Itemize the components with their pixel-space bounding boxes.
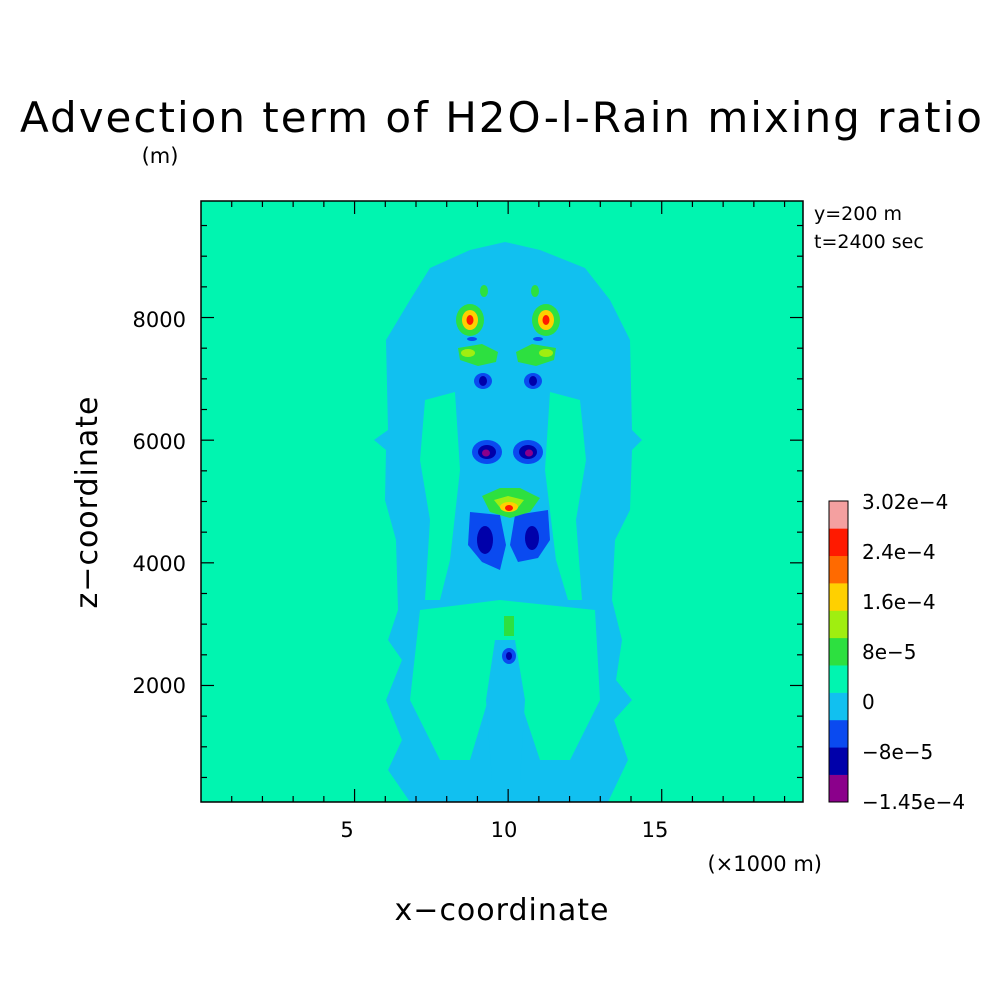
y-axis-label: z−coordinate	[70, 396, 105, 609]
x-tick-label-5: 5	[340, 818, 353, 842]
x-tick-label-15: 15	[642, 818, 669, 842]
colorbar-swatch	[829, 610, 848, 639]
x-axis-unit: (×1000 m)	[707, 852, 822, 876]
colorbar-label: −1.45e−4	[862, 790, 965, 814]
info-y-position: y=200 m	[814, 203, 902, 225]
colorbar-frame	[828, 500, 849, 803]
x-tick-label-10: 10	[491, 818, 518, 842]
contour-region-peak-upper-left	[466, 315, 474, 325]
colorbar-swatch	[829, 501, 848, 529]
contour-region-negative-small-left-core	[479, 376, 487, 386]
contour-region-small-top-left	[480, 285, 488, 297]
info-time: t=2400 sec	[814, 231, 924, 253]
colorbar-label: 2.4e−4	[862, 540, 936, 564]
contour-region-negative-small-right-core	[529, 376, 537, 386]
y-tick-label-6000: 6000	[133, 430, 186, 454]
colorbar-label: 1.6e−4	[862, 590, 936, 614]
contour-region-small-top-right	[531, 285, 539, 297]
colorbar-label: 0	[862, 690, 875, 714]
y-tick-label-8000: 8000	[133, 308, 186, 332]
y-tick-label-4000: 4000	[133, 552, 186, 576]
contour-region-positive-lower-blob	[504, 616, 514, 636]
x-axis-label: x−coordinate	[395, 893, 610, 928]
colorbar-swatch	[829, 747, 848, 775]
contour-region-peak-upper-right	[542, 315, 550, 325]
colorbar-swatch	[829, 719, 848, 748]
contour-region-negative-lower-right-core	[525, 526, 539, 550]
colorbar-swatch	[829, 692, 848, 721]
colorbar-label: 3.02e−4	[862, 490, 948, 514]
contour-region-negative-lower-left-core	[477, 526, 493, 554]
colorbar-swatch	[829, 555, 848, 584]
contour-region-peak-crescent	[505, 505, 513, 511]
contour-region-zero-inner-right	[545, 392, 586, 600]
colorbar-labels: −1.45e−4 −8e−5 0 8e−5 1.6e−4 2.4e−4 3.02e−4	[862, 490, 965, 814]
axis-ticks	[201, 201, 803, 802]
y-tick-label-2000: 2000	[133, 674, 186, 698]
contour-region-negative-lower-blob-core	[506, 652, 512, 660]
contour-region-slight-negative-stem	[486, 640, 525, 780]
colorbar-label: 8e−5	[862, 640, 917, 664]
colorbar-label: −8e−5	[862, 740, 933, 764]
contour-region-min-mid-left	[482, 449, 490, 457]
contour-region-zero-inner-left	[420, 392, 460, 600]
title-units: (m)	[142, 144, 179, 168]
contour-region-min-mid-right	[525, 449, 533, 457]
contour-region-blue-sliver-left	[467, 337, 477, 341]
colorbar-swatch	[829, 774, 848, 803]
colorbar-swatch	[829, 637, 848, 666]
chart-title: Advection term of H2O-l-Rain mixing rati…	[20, 93, 984, 142]
contour-region-positive-second-right-core	[539, 349, 553, 357]
contour-layer	[374, 242, 642, 802]
colorbar-swatch	[829, 583, 848, 611]
colorbar-swatch	[829, 528, 848, 557]
contour-region-blue-sliver-right	[533, 337, 543, 341]
colorbar-swatch	[829, 665, 848, 693]
colorbar	[829, 501, 848, 803]
contour-region-positive-second-left-core	[461, 349, 475, 357]
